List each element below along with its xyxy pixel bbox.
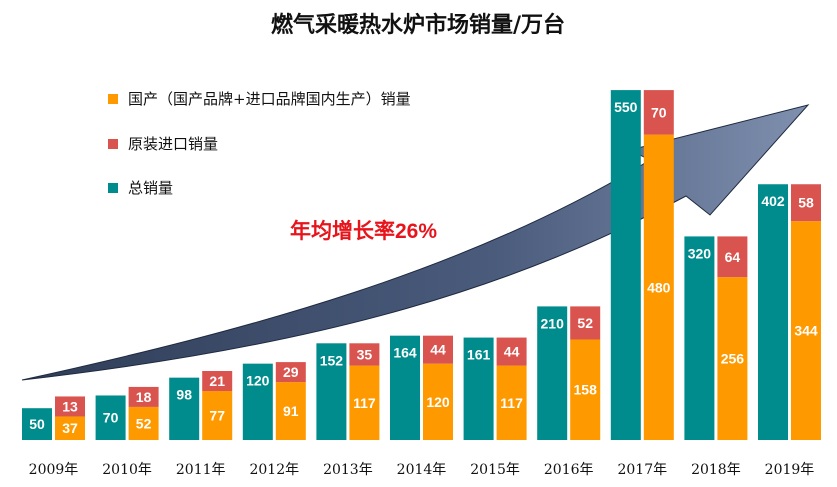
tick-label-2019: 2019年	[765, 462, 815, 478]
legend-label-domestic: 国产（国产品牌+进口品牌国内生产）销量	[128, 90, 411, 108]
bar-imported-2010	[128, 386, 159, 407]
label-imported-2015: 44	[504, 344, 520, 360]
label-domestic-2012: 91	[283, 403, 299, 419]
label-imported-2014: 44	[430, 342, 446, 358]
label-domestic-2017: 480	[647, 279, 671, 295]
bar-total-2009	[22, 408, 52, 440]
label-imported-2009: 13	[62, 398, 78, 414]
legend-swatch-total	[108, 183, 118, 193]
growth-rate-annotation: 年均增长率26%	[290, 219, 437, 243]
bar-domestic-2017	[643, 134, 674, 440]
tick-label-2010: 2010年	[102, 462, 152, 478]
label-domestic-2010: 52	[136, 415, 152, 431]
growth-arrow	[21, 104, 810, 381]
bar-domestic-2015	[496, 365, 527, 440]
bar-total-2014	[390, 335, 420, 440]
bar-total-2018	[684, 236, 715, 440]
bar-imported-2012	[275, 362, 306, 383]
tick-label-2018: 2018年	[691, 462, 741, 478]
label-domestic-2015: 117	[500, 395, 523, 411]
bar-total-2012	[242, 363, 273, 440]
label-total-2015: 161	[467, 347, 491, 363]
legend: 国产（国产品牌+进口品牌国内生产）销量 原装进口销量 总销量	[108, 90, 411, 197]
bar-domestic-2018	[717, 277, 748, 440]
legend-label-imported: 原装进口销量	[128, 135, 218, 153]
label-imported-2019: 58	[798, 195, 814, 211]
label-total-2018: 320	[688, 245, 712, 261]
tick-label-2015: 2015年	[470, 462, 520, 478]
bar-domestic-2016	[570, 339, 601, 440]
x-axis-ticks: 2009年 2010年 2011年 2012年 2013年 2014年 2015年 2016年…	[29, 462, 815, 478]
tick-label-2017: 2017年	[617, 462, 667, 478]
label-total-2011: 98	[176, 387, 192, 403]
chart-title: 燃气采暖热水炉市场销量/万台	[271, 12, 565, 38]
bar-total-2013	[316, 343, 347, 440]
bar-imported-2011	[202, 371, 233, 392]
legend-swatch-domestic	[108, 94, 118, 104]
label-domestic-2009: 37	[62, 420, 78, 436]
label-total-2014: 164	[393, 345, 417, 361]
value-labels: 50 37 13 70 52 18 98 77 21 120 91 29 152 117 35 164 120 4…	[29, 99, 818, 436]
bar-domestic-2010	[128, 406, 159, 440]
label-imported-2018: 64	[725, 249, 741, 265]
bar-imported-2019	[791, 184, 821, 222]
label-domestic-2016: 158	[574, 382, 598, 398]
label-imported-2016: 52	[577, 315, 593, 331]
label-total-2012: 120	[246, 373, 270, 389]
legend-label-total: 总销量	[128, 179, 173, 197]
label-imported-2011: 21	[209, 373, 225, 389]
label-imported-2012: 29	[283, 364, 299, 380]
bar-total-2011	[169, 377, 200, 440]
bar-domestic-2014	[423, 363, 453, 440]
label-domestic-2013: 117	[353, 395, 376, 411]
tick-label-2012: 2012年	[249, 462, 299, 478]
bar-domestic-2012	[275, 382, 306, 440]
bar-domestic-2011	[202, 391, 233, 440]
bar-imported-2013	[349, 343, 380, 366]
label-domestic-2011: 77	[209, 408, 225, 424]
bar-imported-2015	[496, 337, 527, 366]
label-total-2017: 550	[614, 99, 638, 115]
tick-label-2009: 2009年	[29, 462, 79, 478]
label-domestic-2018: 256	[721, 351, 745, 367]
bars-group	[22, 90, 821, 440]
label-imported-2013: 35	[357, 346, 373, 362]
bar-total-2015	[463, 337, 494, 440]
bar-imported-2017	[643, 90, 674, 135]
bar-imported-2016	[570, 306, 601, 340]
bar-domestic-2009	[55, 416, 85, 440]
label-imported-2017: 70	[651, 104, 667, 120]
bar-imported-2009	[55, 396, 85, 417]
label-total-2013: 152	[320, 352, 344, 368]
bar-imported-2018	[717, 236, 748, 278]
label-domestic-2014: 120	[426, 394, 450, 410]
label-total-2010: 70	[103, 410, 119, 426]
tick-label-2016: 2016年	[544, 462, 594, 478]
bar-total-2019	[758, 184, 788, 440]
bar-imported-2014	[423, 335, 453, 364]
label-imported-2010: 18	[136, 389, 152, 405]
bar-total-2016	[537, 306, 568, 440]
label-total-2009: 50	[29, 416, 45, 432]
label-total-2016: 210	[541, 315, 565, 331]
bar-domestic-2019	[791, 221, 821, 440]
tick-label-2011: 2011年	[176, 462, 226, 478]
bar-total-2017	[610, 90, 641, 440]
bar-total-2010	[95, 395, 126, 440]
legend-swatch-imported	[108, 139, 118, 149]
label-total-2019: 402	[761, 193, 785, 209]
bar-domestic-2013	[349, 365, 380, 440]
tick-label-2014: 2014年	[397, 462, 447, 478]
tick-label-2013: 2013年	[323, 462, 373, 478]
label-domestic-2019: 344	[794, 323, 818, 339]
